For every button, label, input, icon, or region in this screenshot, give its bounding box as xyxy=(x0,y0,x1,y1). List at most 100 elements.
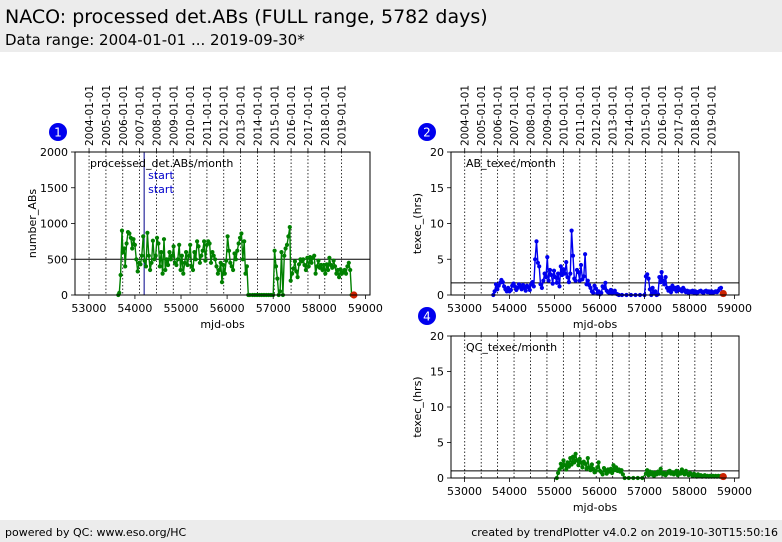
data-point xyxy=(228,260,233,265)
data-point xyxy=(578,262,584,268)
y-tick-label: 2000 xyxy=(40,146,68,159)
data-point xyxy=(292,259,297,264)
panel-badge-number: 2 xyxy=(423,126,431,140)
data-point xyxy=(118,272,123,278)
data-point xyxy=(523,288,528,293)
data-point xyxy=(338,267,343,272)
year-tick-label: 2006-01-01 xyxy=(118,85,130,146)
last-data-point xyxy=(719,289,727,298)
data-point xyxy=(546,278,551,283)
y-tick-label: 500 xyxy=(47,253,68,266)
data-point xyxy=(589,462,595,467)
data-point xyxy=(679,467,685,472)
data-point xyxy=(284,242,290,247)
data-point xyxy=(242,239,247,244)
data-point xyxy=(148,267,153,273)
data-point xyxy=(135,269,140,274)
data-point xyxy=(576,463,581,468)
year-tick-label: 2019-01-01 xyxy=(337,85,349,146)
data-point xyxy=(203,258,208,263)
data-point xyxy=(564,260,569,265)
data-point xyxy=(660,278,666,283)
data-point xyxy=(645,272,650,277)
y-tick-label: 10 xyxy=(430,218,444,231)
data-point xyxy=(152,257,157,262)
data-point xyxy=(601,285,607,290)
panel-processed-abs: 2004-01-01 2005-01-01 2006-01-01 2007-01-01… xyxy=(26,85,383,331)
data-point xyxy=(610,470,615,476)
data-point xyxy=(199,253,204,258)
data-point xyxy=(153,253,158,258)
data-point xyxy=(278,289,283,294)
data-point xyxy=(161,237,167,242)
data-point xyxy=(581,274,586,279)
x-tick-label: 58000 xyxy=(302,302,337,315)
footer-bar: powered by QC: www.eso.org/HC created by… xyxy=(0,520,782,542)
data-point xyxy=(593,468,599,473)
data-point xyxy=(195,239,200,244)
data-point xyxy=(226,248,232,253)
data-point xyxy=(232,251,237,256)
data-point xyxy=(550,281,555,286)
data-point xyxy=(537,264,542,269)
x-tick-label: 56000 xyxy=(210,302,245,315)
year-tick-label: 2014-01-01 xyxy=(624,85,636,146)
x-tick-label: 59000 xyxy=(717,485,752,498)
data-point xyxy=(562,463,568,468)
data-point xyxy=(316,258,321,263)
y-tick-label: 0 xyxy=(437,472,444,485)
data-point xyxy=(235,248,240,253)
y-axis-label: number_ABs xyxy=(26,189,39,259)
data-point xyxy=(145,230,150,235)
data-point xyxy=(577,456,582,461)
year-tick-label: 2011-01-01 xyxy=(202,85,214,146)
year-tick-label: 2017-01-01 xyxy=(673,85,685,146)
data-point xyxy=(239,231,244,236)
data-point xyxy=(332,264,338,269)
y-tick-label: 5 xyxy=(437,437,444,450)
data-point xyxy=(539,285,545,290)
data-point xyxy=(214,264,219,269)
data-point xyxy=(244,264,249,269)
year-tick-label: 2009-01-01 xyxy=(542,85,554,146)
footer-credit: powered by QC: www.eso.org/HC xyxy=(5,526,187,539)
x-tick-label: 59000 xyxy=(348,302,383,315)
data-point xyxy=(236,241,241,246)
year-tick-label: 2007-01-01 xyxy=(135,85,147,146)
data-point xyxy=(568,271,573,276)
x-tick-label: 55000 xyxy=(537,485,572,498)
data-point xyxy=(593,286,599,291)
start-label: start xyxy=(148,183,174,196)
page-title: NACO: processed det.ABs (FULL range, 578… xyxy=(5,6,488,28)
data-point xyxy=(213,257,218,262)
data-point xyxy=(591,290,596,295)
data-point xyxy=(178,267,183,273)
data-point xyxy=(547,267,553,273)
data-point xyxy=(272,248,277,253)
data-point xyxy=(141,234,146,239)
year-tick-label: 2019-01-01 xyxy=(706,85,718,146)
plot-frame xyxy=(450,151,740,296)
data-point xyxy=(303,267,308,273)
data-point xyxy=(663,275,668,280)
data-point xyxy=(320,267,325,273)
x-tick-label: 57000 xyxy=(256,302,291,315)
year-tick-label: 2018-01-01 xyxy=(690,85,702,146)
data-point xyxy=(175,257,180,262)
data-point xyxy=(286,234,291,239)
data-point xyxy=(179,253,184,258)
data-point xyxy=(302,262,307,268)
header-bar: NACO: processed det.ABs (FULL range, 578… xyxy=(0,0,782,52)
data-point xyxy=(527,287,532,293)
data-point xyxy=(565,275,570,280)
year-tick-label: 2006-01-01 xyxy=(493,85,505,146)
x-axis-label: mjd-obs xyxy=(573,501,618,514)
data-point xyxy=(210,250,215,255)
x-tick-label: 53000 xyxy=(447,485,482,498)
year-tick-label: 2005-01-01 xyxy=(476,85,488,146)
year-tick-label: 2007-01-01 xyxy=(509,85,521,146)
data-point xyxy=(323,271,328,276)
data-point xyxy=(224,258,229,263)
data-point xyxy=(554,280,559,285)
data-point xyxy=(653,289,658,294)
